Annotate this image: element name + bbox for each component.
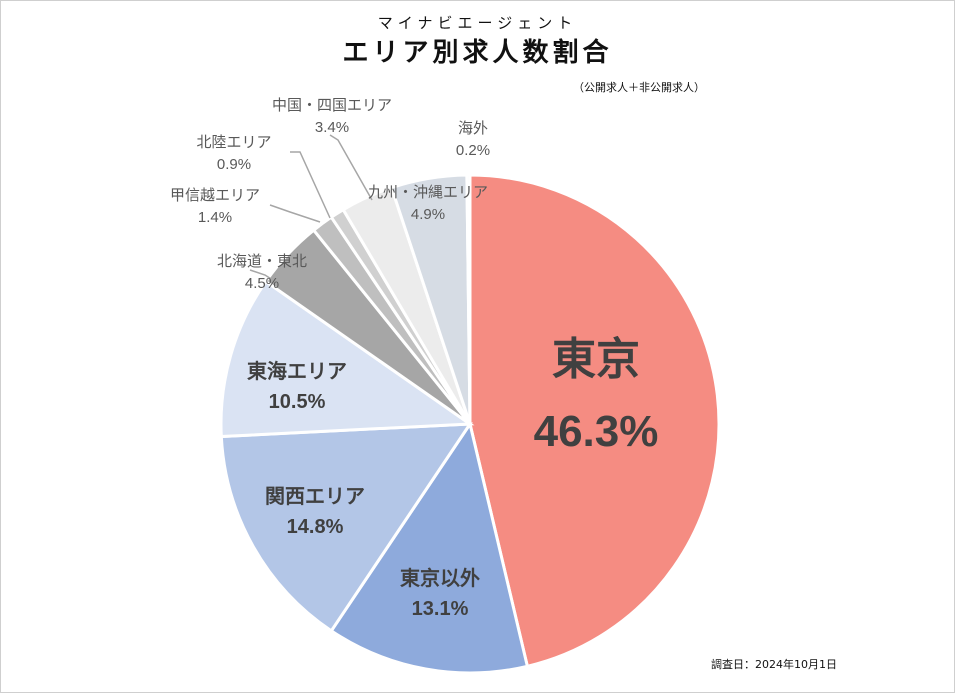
slice-label: 中国・四国エリア (272, 97, 392, 114)
leader-line (269, 204, 321, 223)
pie-slice (468, 173, 721, 669)
leader-line (329, 134, 373, 201)
slice-label: 東京 (552, 335, 640, 384)
slice-value-label: 46.3% (534, 407, 659, 456)
slice-value-label: 10.5% (269, 391, 326, 413)
leader-line (249, 269, 288, 290)
pie-slice (219, 422, 473, 633)
slice-label: 東海エリア (247, 359, 347, 383)
slice-value-label: 14.8% (287, 516, 344, 538)
slice-label: 九州・沖縄エリア (368, 184, 488, 201)
pie-slice (219, 279, 475, 439)
chart-note: （公開求人＋非公開求人） (573, 81, 705, 94)
chart-subtitle: マイナビエージェント (377, 14, 578, 32)
pie-slice (465, 173, 472, 425)
leader-line (290, 151, 331, 219)
slice-value-label: 4.9% (411, 206, 445, 223)
chart-title: エリア別求人数割合 (342, 38, 613, 68)
slice-label: 関西エリア (265, 485, 365, 508)
slice-label: 海外 (458, 120, 488, 137)
slice-label: 北陸エリア (196, 134, 271, 151)
slice-value-label: 4.5% (245, 275, 279, 292)
slice-value-label: 13.1% (412, 598, 469, 620)
leader-lines (249, 134, 373, 290)
pie-slice (329, 420, 530, 675)
slice-value-label: 0.2% (456, 142, 490, 159)
survey-date: 調査日：2024年10月1日 (711, 658, 837, 671)
slice-label: 北海道・東北 (217, 253, 307, 270)
slice-label: 甲信越エリア (170, 187, 260, 204)
slice-label: 東京以外 (400, 566, 480, 590)
slice-labels: 東京 46.3% 東京以外 13.1% 関西エリア 14.8% 東海エリア 10.5% 北海道・… (170, 97, 658, 620)
slice-value-label: 1.4% (198, 209, 232, 226)
slice-value-label: 0.9% (217, 156, 251, 173)
pie-slices (219, 173, 721, 675)
slice-value-label: 3.4% (315, 119, 349, 136)
